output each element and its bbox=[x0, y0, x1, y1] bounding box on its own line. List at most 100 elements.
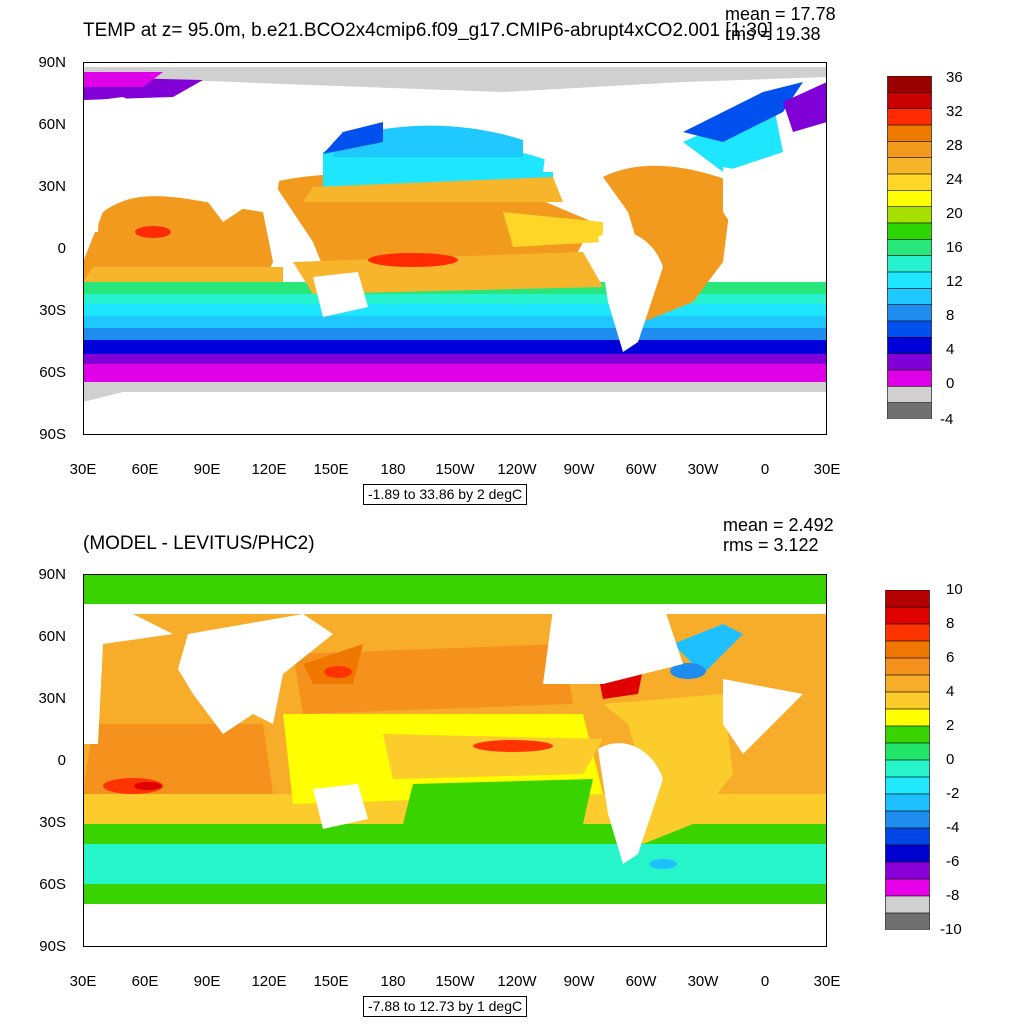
colorbar-swatch bbox=[885, 674, 930, 693]
colorbar-swatch bbox=[887, 386, 932, 404]
lon-label: 30W bbox=[687, 461, 719, 478]
colorbar-swatch bbox=[887, 304, 932, 322]
temperature-map bbox=[83, 62, 827, 435]
colorbar-swatch bbox=[885, 657, 930, 676]
colorbar-swatch bbox=[885, 623, 930, 642]
lat-label: 60N bbox=[38, 116, 66, 133]
colorbar-swatch bbox=[887, 190, 932, 208]
colorbar-label: 10 bbox=[946, 581, 963, 598]
contour-range-box: -1.89 to 33.86 by 2 degC bbox=[363, 484, 528, 506]
lon-label: 0 bbox=[760, 973, 770, 990]
colorbar-label: -8 bbox=[946, 887, 960, 904]
lon-label: 150E bbox=[313, 973, 349, 990]
colorbar-swatch bbox=[887, 222, 932, 240]
colorbar-swatch bbox=[887, 157, 932, 175]
colorbar-swatch bbox=[885, 725, 930, 744]
panel-title: TEMP at z= 95.0m, b.e21.BCO2x4cmip6.f09_… bbox=[83, 20, 773, 41]
colorbar-swatch bbox=[887, 271, 932, 289]
lon-label: 0 bbox=[760, 461, 770, 478]
lat-label: 30S bbox=[39, 302, 66, 319]
colorbar-swatch bbox=[887, 288, 932, 306]
lat-label: 90S bbox=[39, 426, 66, 443]
lat-label: 0 bbox=[57, 240, 66, 257]
lon-label: 120W bbox=[497, 973, 537, 990]
colorbar-swatch bbox=[887, 124, 932, 142]
colorbar-swatch bbox=[887, 255, 932, 273]
colorbar-swatch bbox=[885, 708, 930, 727]
lon-label: 90E bbox=[193, 973, 221, 990]
colorbar-label: 4 bbox=[946, 341, 955, 358]
colorbar-swatch bbox=[885, 606, 930, 625]
lon-label: 60W bbox=[625, 973, 657, 990]
lon-label: 150E bbox=[313, 461, 349, 478]
colorbar-swatch bbox=[885, 691, 930, 710]
lon-label: 90W bbox=[563, 973, 595, 990]
lon-label: 60W bbox=[625, 461, 657, 478]
colorbar-label: 2 bbox=[946, 717, 955, 734]
rms-value: rms = 3.122 bbox=[723, 535, 819, 555]
colorbar-label: 0 bbox=[946, 751, 955, 768]
lon-label: 150W bbox=[435, 461, 475, 478]
colorbar-label: 16 bbox=[946, 239, 963, 256]
colorbar-swatch bbox=[887, 206, 932, 224]
colorbar-swatch bbox=[885, 776, 930, 795]
colorbar-swatch bbox=[885, 844, 930, 863]
colorbar-swatch bbox=[887, 108, 932, 126]
colorbar-swatch bbox=[885, 861, 930, 880]
lon-label: 150W bbox=[435, 973, 475, 990]
lat-label: 90N bbox=[38, 54, 66, 71]
colorbar-label: 24 bbox=[946, 171, 963, 188]
lon-label: 60E bbox=[131, 461, 159, 478]
colorbar-swatch bbox=[885, 827, 930, 846]
colorbar bbox=[885, 590, 930, 930]
colorbar-swatch bbox=[887, 369, 932, 387]
colorbar-swatch bbox=[885, 640, 930, 659]
lat-label: 30S bbox=[39, 814, 66, 831]
contour-range-box: -7.88 to 12.73 by 1 degC bbox=[363, 996, 528, 1018]
colorbar-label: 4 bbox=[946, 683, 955, 700]
colorbar-swatch bbox=[885, 810, 930, 829]
rms-value: rms = 19.38 bbox=[725, 24, 821, 44]
lon-label: 60E bbox=[131, 973, 159, 990]
colorbar-label: -4 bbox=[940, 411, 954, 428]
lat-label: 30N bbox=[38, 690, 66, 707]
lon-label: 30E bbox=[813, 973, 841, 990]
lon-label: 90W bbox=[563, 461, 595, 478]
colorbar-swatch bbox=[887, 92, 932, 110]
lon-label: 90E bbox=[193, 461, 221, 478]
colorbar-swatch bbox=[887, 239, 932, 257]
colorbar-swatch bbox=[885, 912, 930, 930]
colorbar-swatch bbox=[887, 76, 932, 93]
lon-label: 120E bbox=[251, 461, 287, 478]
mean-value: mean = 2.492 bbox=[723, 515, 834, 535]
colorbar-label: 20 bbox=[946, 205, 963, 222]
colorbar-swatch bbox=[885, 878, 930, 897]
colorbar-label: 12 bbox=[946, 273, 963, 290]
difference-panel: (MODEL - LEVITUS/PHC2) mean = 2.492 rms … bbox=[0, 512, 1024, 1024]
panel-title: (MODEL - LEVITUS/PHC2) bbox=[83, 533, 315, 554]
lat-label: 90S bbox=[39, 938, 66, 955]
colorbar-swatch bbox=[887, 402, 932, 419]
colorbar-swatch bbox=[887, 320, 932, 338]
colorbar-swatch bbox=[885, 590, 930, 608]
difference-map bbox=[83, 574, 827, 947]
colorbar-swatch bbox=[885, 895, 930, 914]
lat-label: 0 bbox=[57, 752, 66, 769]
colorbar-label: 28 bbox=[946, 137, 963, 154]
lat-label: 60N bbox=[38, 628, 66, 645]
mean-value: mean = 17.78 bbox=[725, 4, 836, 24]
colorbar-label: -10 bbox=[940, 921, 962, 938]
lon-label: 180 bbox=[380, 973, 406, 990]
lon-label: 30W bbox=[687, 973, 719, 990]
colorbar-label: 36 bbox=[946, 69, 963, 86]
lon-label: 120W bbox=[497, 461, 537, 478]
lat-label: 60S bbox=[39, 876, 66, 893]
colorbar-swatch bbox=[887, 337, 932, 355]
lon-label: 30E bbox=[813, 461, 841, 478]
colorbar-label: 8 bbox=[946, 307, 955, 324]
colorbar-swatch bbox=[885, 742, 930, 761]
colorbar-label: 32 bbox=[946, 103, 963, 120]
lat-label: 90N bbox=[38, 566, 66, 583]
lon-label: 120E bbox=[251, 973, 287, 990]
colorbar-label: 0 bbox=[946, 375, 955, 392]
